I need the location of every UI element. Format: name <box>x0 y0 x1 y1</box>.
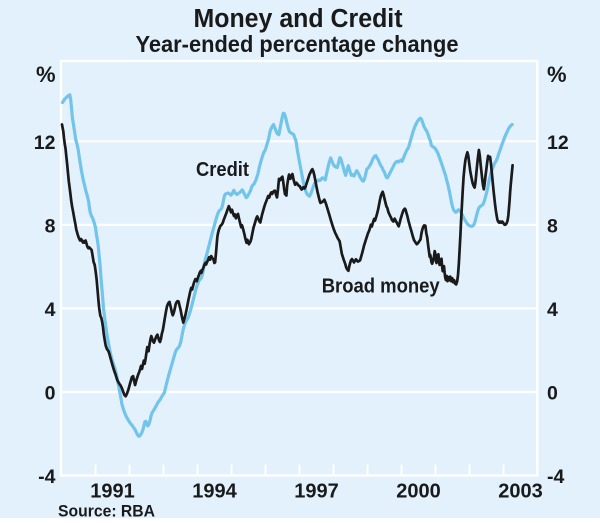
svg-text:-4: -4 <box>38 466 55 488</box>
svg-text:0: 0 <box>45 383 56 405</box>
svg-text:12: 12 <box>34 132 56 154</box>
svg-text:12: 12 <box>547 132 569 154</box>
svg-text:Year-ended percentage change: Year-ended percentage change <box>136 31 459 57</box>
svg-text:Source: RBA: Source: RBA <box>58 502 155 521</box>
svg-text:1991: 1991 <box>90 481 135 503</box>
svg-text:-4: -4 <box>547 466 564 488</box>
svg-text:8: 8 <box>547 215 558 237</box>
svg-text:4: 4 <box>45 299 56 321</box>
svg-text:2003: 2003 <box>498 481 543 503</box>
svg-text:1997: 1997 <box>294 481 339 503</box>
svg-text:8: 8 <box>45 215 56 237</box>
svg-text:2000: 2000 <box>396 481 441 503</box>
svg-text:0: 0 <box>547 383 558 405</box>
svg-text:1994: 1994 <box>192 481 237 503</box>
svg-text:Broad money: Broad money <box>322 275 441 297</box>
svg-text:Credit: Credit <box>196 159 249 181</box>
svg-text:Money and Credit: Money and Credit <box>194 5 403 33</box>
svg-text:%: % <box>547 62 567 87</box>
svg-text:4: 4 <box>547 299 558 321</box>
svg-text:%: % <box>36 62 56 87</box>
